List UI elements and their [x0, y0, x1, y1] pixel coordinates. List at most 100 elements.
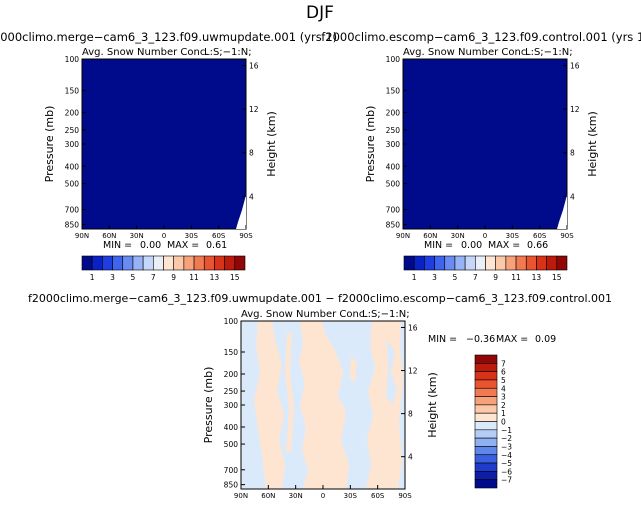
x-tick-label: 60S	[212, 232, 226, 240]
panel-3-max-label: MAX =	[496, 334, 528, 345]
colorbar-box	[193, 255, 205, 271]
y-tick-label: 300	[224, 401, 239, 410]
y-tick-label: 850	[65, 221, 80, 230]
panel-3-min-value: −0.36	[466, 334, 495, 345]
colorbar-box	[163, 255, 174, 271]
colorbar-box	[403, 255, 415, 271]
panel-2-max-value: 0.66	[527, 240, 548, 251]
y2-tick-label: 8	[408, 410, 413, 419]
x-tick-label: 0	[483, 232, 487, 240]
page-title: DJF	[306, 3, 334, 23]
colorbar-label: 15	[552, 273, 562, 282]
colorbar-box	[153, 255, 164, 271]
y-tick-label: 400	[386, 162, 401, 171]
colorbar-box	[142, 255, 154, 271]
colorbar-box	[515, 255, 527, 271]
colorbar-box	[183, 255, 195, 271]
x-tick-label: 90S	[398, 492, 412, 500]
colorbar-box	[536, 255, 547, 271]
colorbar-label: 3	[432, 273, 437, 282]
panel-2: f2000climo.escomp−cam6_3_123.f09.control…	[321, 30, 641, 251]
colorbar-box	[464, 255, 476, 271]
panel-1-y2ticks: 16 12 8 4	[242, 62, 259, 201]
panel-3-title: f2000climo.merge−cam6_3_123.f09.uwmupdat…	[28, 292, 612, 305]
panel-3-subtitle: Avg. Snow Number Conc.	[241, 309, 368, 320]
colorbar-box	[474, 396, 498, 406]
y-tick-label: 850	[224, 481, 239, 490]
panel-2-ylabel: Pressure (mb)	[364, 106, 377, 183]
x-tick-label: 30N	[289, 492, 303, 500]
panel-1-subtitle: Avg. Snow Number Conc.	[82, 47, 209, 58]
x-tick-label: 60S	[533, 232, 547, 240]
x-tick-label: 60S	[371, 492, 385, 500]
panel-3-field	[241, 321, 405, 489]
y-tick-label: 100	[386, 55, 401, 64]
y-tick-label: 300	[386, 140, 401, 149]
colorbar-label: 1	[90, 273, 95, 282]
panel-2-min-label: MIN =	[424, 240, 453, 251]
y-tick-label: 250	[386, 126, 401, 135]
colorbar-label: 3	[501, 393, 506, 402]
x-tick-label: 60N	[423, 232, 437, 240]
y2-tick-label: 16	[408, 323, 418, 332]
colorbar-box	[474, 462, 498, 472]
y-tick-label: 100	[65, 55, 80, 64]
y-tick-label: 150	[224, 348, 239, 357]
panel-2-yticks: 100 150 200 250 300 400 500 700 850	[386, 55, 407, 230]
y-tick-label: 200	[65, 109, 80, 118]
colorbar-label: 13	[210, 273, 220, 282]
colorbar-label: 1	[412, 273, 417, 282]
panel-3-negative-region	[241, 321, 405, 489]
colorbar-label: 5	[131, 273, 136, 282]
x-tick-label: 0	[321, 492, 325, 500]
panel-1-y2label: Height (km)	[265, 111, 278, 177]
panel-2-y2label: Height (km)	[586, 111, 599, 177]
panel-1-xticks: 90N 60N 30N 0 30S 60S 90S	[75, 225, 253, 240]
x-tick-label: 0	[162, 232, 166, 240]
panel-1-min-value: 0.00	[140, 240, 161, 251]
panel-2-y2ticks: 16 12 8 4	[563, 62, 580, 201]
colorbar-label: 0	[501, 418, 506, 427]
x-tick-label: 90N	[234, 492, 248, 500]
panel-2-min-value: 0.00	[461, 240, 482, 251]
colorbar-box	[474, 437, 498, 447]
colorbar-box	[556, 255, 568, 271]
y-tick-label: 500	[65, 180, 80, 189]
colorbar-box	[413, 255, 425, 271]
colorbar-box	[434, 255, 446, 271]
panel-3-min-label: MIN =	[428, 334, 457, 345]
y2-tick-label: 4	[249, 192, 254, 201]
y2-tick-label: 4	[408, 453, 413, 462]
y-tick-label: 850	[386, 221, 401, 230]
colorbar-box	[132, 255, 144, 271]
colorbar-label: −7	[501, 476, 512, 485]
colorbar-box	[214, 255, 225, 271]
colorbar-box	[485, 255, 496, 271]
colorbar-box	[203, 255, 215, 271]
y-tick-label: 250	[224, 387, 239, 396]
y2-tick-label: 12	[408, 367, 418, 376]
panel-1-max-value: 0.61	[206, 240, 227, 251]
colorbar-box	[546, 255, 558, 271]
colorbar-label: −1	[501, 426, 512, 435]
colorbar-box	[424, 255, 435, 271]
y-tick-label: 150	[65, 86, 80, 95]
panel-3-level-label: L:S;−1:N;	[362, 309, 410, 320]
colorbar-box	[474, 471, 498, 480]
x-tick-label: 90S	[239, 232, 253, 240]
colorbar-2: 1 3 5 7 9 11 13 15	[403, 255, 568, 282]
x-tick-label: 60N	[102, 232, 116, 240]
colorbar-label: 3	[110, 273, 115, 282]
x-tick-label: 60N	[261, 492, 275, 500]
y-tick-label: 700	[386, 206, 401, 215]
colorbar-label: −4	[501, 451, 512, 460]
colorbar-box	[102, 255, 113, 271]
y2-tick-label: 8	[570, 149, 575, 158]
panel-3-ylabel: Pressure (mb)	[202, 367, 215, 444]
panel-1-field-notch	[236, 195, 246, 229]
colorbar-box	[112, 255, 124, 271]
panel-3-xticks: 90N 60N 30N 0 30S 60S 90S	[234, 485, 412, 500]
colorbar-label: 4	[501, 384, 506, 393]
